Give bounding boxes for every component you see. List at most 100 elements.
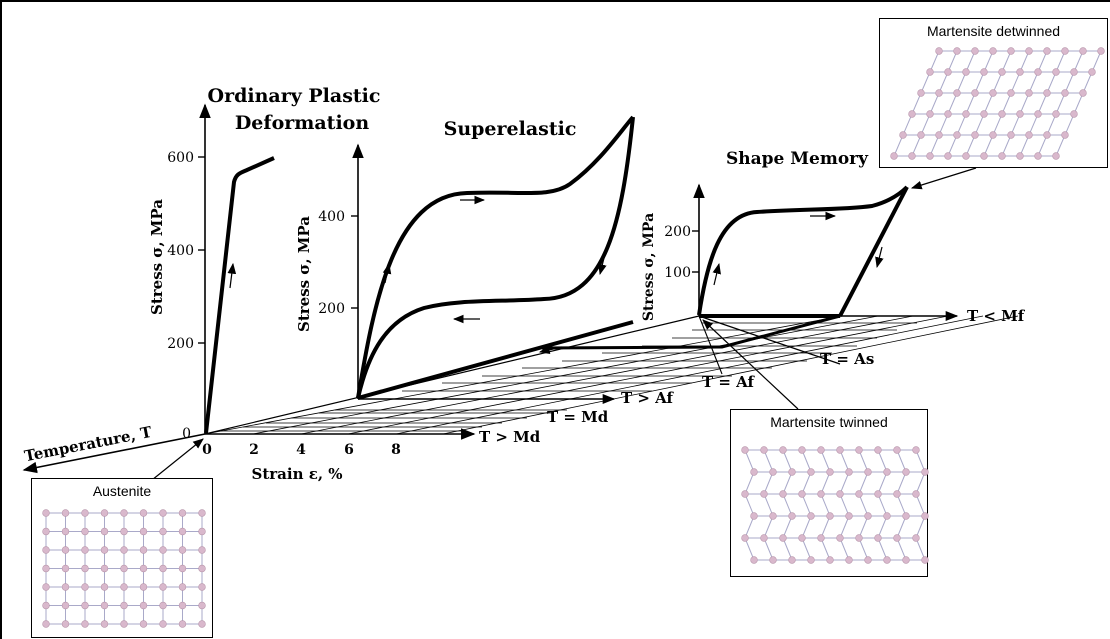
lattice-atom: [750, 512, 758, 520]
austenite-inset: Austenite: [31, 478, 213, 638]
lattice-atom: [807, 468, 815, 476]
sm-ylabel: Stress σ, MPa: [641, 213, 657, 321]
lattice-atom: [890, 152, 898, 160]
lattice-atom: [198, 546, 206, 554]
lattice-atom: [42, 564, 50, 573]
martensite-detwinned-inset: Martensite detwinned: [879, 18, 1108, 168]
lattice-atom: [198, 620, 206, 628]
lattice-atom: [1061, 131, 1069, 139]
lattice-atom: [980, 152, 988, 160]
plastic-tick-0: 0: [182, 426, 191, 442]
super-arrow-down: [598, 249, 607, 276]
lattice-atom: [921, 556, 929, 564]
plastic-tick-600: 600: [167, 150, 194, 166]
lattice-atom: [139, 509, 148, 517]
lattice-atom: [836, 534, 844, 542]
lattice-atom: [921, 468, 929, 476]
lattice-atom: [178, 620, 187, 628]
lattice-atom: [944, 110, 952, 118]
lattice-atom: [874, 446, 882, 454]
label-t-eq-af: T = Af: [702, 373, 756, 391]
lattice-atom: [944, 152, 952, 160]
lattice-atom: [159, 620, 167, 628]
lattice-atom: [1079, 47, 1087, 55]
label-t-gt-af: T > Af: [621, 389, 675, 407]
lattice-atom: [159, 527, 167, 536]
lattice-atom: [902, 468, 910, 476]
lattice-atom: [788, 556, 796, 564]
lattice-atom: [788, 468, 796, 476]
lattice-atom: [883, 468, 891, 476]
lattice-atom: [962, 152, 970, 160]
lattice-atom: [198, 601, 206, 610]
lattice-atom: [61, 620, 70, 628]
plastic-title-line2: Deformation: [235, 112, 370, 134]
strain-tick-2: 2: [249, 442, 259, 458]
sm-arrow-down: [875, 246, 884, 269]
plastic-loading-arrow: [227, 262, 237, 289]
lattice-atom: [81, 620, 89, 628]
lattice-atom: [198, 509, 206, 517]
lattice-atom: [741, 490, 749, 498]
lattice-atom: [159, 509, 167, 517]
lattice-atom: [893, 446, 901, 454]
lattice-atom: [750, 556, 758, 564]
lattice-atom: [971, 89, 979, 97]
shape-memory-unloading-line: [838, 186, 909, 317]
lattice-atom: [989, 131, 997, 139]
lattice-atom: [912, 490, 920, 498]
lattice-atom: [1007, 89, 1015, 97]
lattice-atom: [1097, 47, 1105, 55]
label-t-eq-as: T = As: [820, 350, 874, 368]
lattice-atom: [120, 546, 128, 554]
lattice-atom: [1025, 47, 1033, 55]
lattice-atom: [100, 509, 109, 517]
lattice-atom: [178, 509, 187, 517]
lattice-atom: [760, 490, 768, 498]
austenite-lattice: [42, 509, 206, 628]
lattice-atom: [61, 564, 70, 573]
sm-tick-100: 100: [664, 265, 691, 281]
lattice-atom: [855, 490, 863, 498]
lattice-atom: [953, 47, 961, 55]
lattice-atom: [178, 564, 187, 573]
lattice-atom: [902, 556, 910, 564]
lattice-atom: [81, 564, 89, 573]
strain-tick-8: 8: [391, 442, 401, 458]
plastic-panel: [198, 103, 275, 434]
lattice-atom: [944, 68, 952, 76]
lattice-atom: [1088, 68, 1096, 76]
strain-tick-4: 4: [296, 442, 306, 458]
lattice-atom: [971, 131, 979, 139]
lattice-atom: [883, 512, 891, 520]
lattice-atom: [159, 583, 167, 591]
label-t-gt-md: T > Md: [479, 428, 541, 446]
lattice-atom: [779, 446, 787, 454]
super-ylabel: Stress σ, MPa: [295, 216, 313, 332]
lattice-atom: [769, 468, 777, 476]
lattice-atom: [81, 583, 89, 591]
lattice-atom: [989, 89, 997, 97]
lattice-atom: [779, 534, 787, 542]
lattice-atom: [893, 490, 901, 498]
lattice-atom: [1052, 152, 1060, 160]
lattice-atom: [1007, 131, 1015, 139]
lattice-atom: [61, 509, 70, 517]
lattice-atom: [42, 527, 50, 536]
lattice-atom: [855, 534, 863, 542]
label-t-lt-mf: T < Mf: [967, 307, 1026, 325]
lattice-atom: [1043, 131, 1051, 139]
strain-tick-6: 6: [344, 442, 354, 458]
lattice-atom: [902, 512, 910, 520]
lattice-atom: [42, 620, 50, 628]
label-t-eq-md: T = Md: [547, 408, 609, 426]
lattice-atom: [917, 131, 925, 139]
lattice-atom: [42, 583, 50, 591]
lattice-atom: [42, 546, 50, 554]
plastic-ylabel: Stress σ, MPa: [148, 199, 166, 315]
lattice-atom: [836, 490, 844, 498]
lattice-atom: [61, 527, 70, 536]
lattice-atom: [1070, 110, 1078, 118]
lattice-atom: [874, 490, 882, 498]
sm-arrow-up: [712, 262, 721, 286]
